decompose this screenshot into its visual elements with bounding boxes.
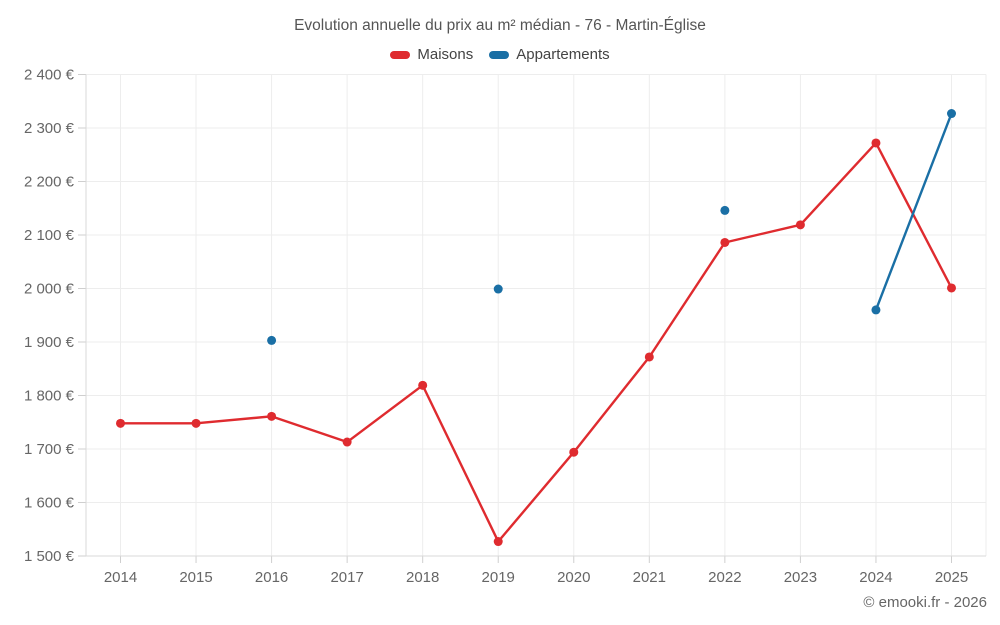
data-point-appartements-2025[interactable] [947, 109, 956, 119]
data-point-appartements-2022[interactable] [720, 205, 730, 215]
y-tick-label: 1 900 € [24, 334, 75, 351]
data-point-maisons-2019[interactable] [493, 537, 503, 547]
data-point-maisons-2025[interactable] [947, 283, 956, 293]
y-tick-label: 2 100 € [24, 227, 75, 244]
series-segment-maisons [194, 415, 273, 425]
legend-swatch-maisons [390, 50, 411, 59]
legend-label: Appartements [516, 46, 610, 63]
y-tick-label: 2 200 € [24, 174, 75, 191]
legend-label: Maisons [417, 46, 474, 63]
x-tick-label: 2016 [255, 569, 288, 586]
y-tick-label: 1 700 € [24, 441, 75, 458]
y-tick-label: 2 300 € [24, 120, 75, 137]
series-segment-appartements [874, 112, 953, 312]
data-point-appartements-2016[interactable] [267, 335, 277, 345]
legend-item-appartements[interactable]: Appartements [489, 46, 610, 63]
x-tick-label: 2015 [179, 569, 212, 586]
data-point-maisons-2014[interactable] [116, 418, 125, 428]
series-segment-maisons [799, 141, 878, 227]
chart-title: Evolution annuelle du prix au m² médian … [294, 17, 706, 34]
legend-swatch-appartements [489, 50, 510, 59]
data-point-maisons-2024[interactable] [871, 138, 881, 148]
data-point-maisons-2021[interactable] [644, 352, 654, 362]
footer-credit: © emooki.fr - 2026 [863, 594, 987, 611]
x-tick-label: 2025 [935, 569, 968, 586]
series-segment-maisons [572, 355, 651, 454]
x-tick-label: 2014 [104, 569, 137, 586]
x-tick-label: 2019 [482, 569, 515, 586]
data-point-maisons-2023[interactable] [795, 220, 805, 230]
data-point-appartements-2019[interactable] [493, 284, 503, 294]
data-point-maisons-2015[interactable] [191, 418, 201, 428]
chart-legend: Maisons Appartements [0, 46, 1000, 63]
data-point-maisons-2020[interactable] [569, 447, 579, 457]
series-segment-maisons [497, 451, 575, 543]
x-tick-label: 2024 [859, 569, 892, 586]
data-point-maisons-2018[interactable] [418, 380, 428, 390]
data-point-maisons-2022[interactable] [720, 237, 730, 247]
y-tick-label: 1 600 € [24, 495, 75, 512]
series-segment-maisons [270, 415, 349, 444]
data-point-maisons-2017[interactable] [342, 437, 352, 447]
data-point-appartements-2024[interactable] [871, 305, 881, 315]
series-segment-maisons [345, 384, 424, 444]
x-tick-label: 2020 [557, 569, 590, 586]
series-segment-maisons [648, 241, 727, 359]
y-tick-label: 1 500 € [24, 548, 75, 565]
y-tick-label: 2 000 € [24, 281, 75, 298]
series-segment-maisons [723, 223, 802, 244]
series-segment-maisons [874, 141, 953, 290]
x-tick-label: 2017 [330, 569, 363, 586]
x-tick-label: 2023 [784, 569, 817, 586]
y-tick-label: 2 400 € [24, 67, 75, 84]
legend-item-maisons[interactable]: Maisons [390, 46, 473, 63]
series-segment-maisons [421, 384, 500, 543]
x-tick-label: 2018 [406, 569, 439, 586]
x-tick-label: 2022 [708, 569, 741, 586]
y-tick-label: 1 800 € [24, 388, 75, 405]
x-tick-label: 2021 [633, 569, 666, 586]
data-point-maisons-2016[interactable] [267, 411, 277, 421]
